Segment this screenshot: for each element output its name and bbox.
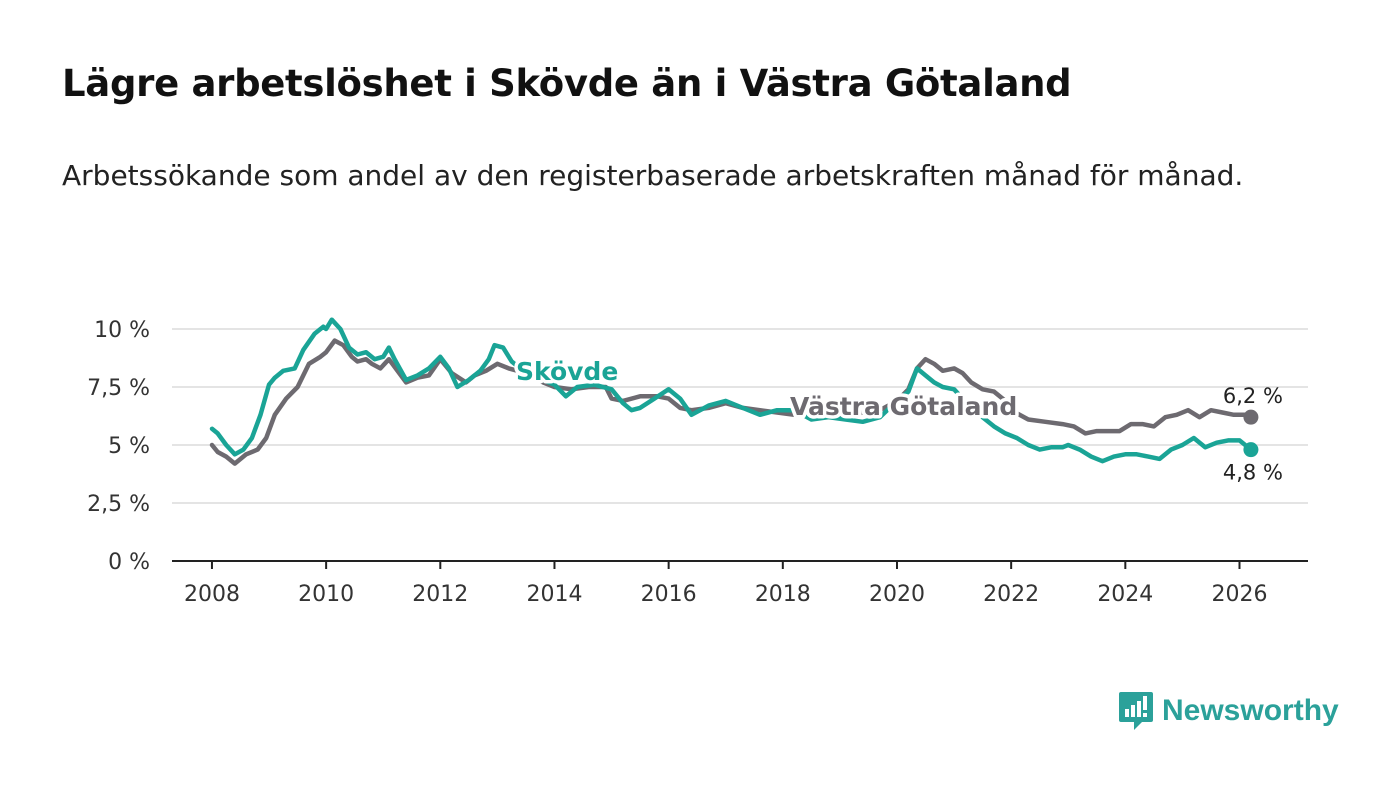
y-tick-label: 7,5 % [87, 376, 150, 401]
x-tick-label: 2008 [184, 582, 240, 607]
chart-subtitle: Arbetssökande som andel av den registerb… [62, 159, 1244, 192]
x-tick-label: 2012 [412, 582, 468, 607]
series-end-point [1243, 409, 1259, 425]
series-line-vastra-gotaland [209, 338, 1254, 466]
x-tick-label: 2026 [1211, 582, 1267, 607]
x-tick-label: 2020 [869, 582, 925, 607]
chart-title: Lägre arbetslöshet i Skövde än i Västra … [62, 62, 1072, 105]
x-tick-label: 2014 [526, 582, 582, 607]
series-label-skovde: Skövde [516, 357, 618, 386]
series-end-label: 4,8 % [1223, 461, 1283, 485]
y-tick-label: 0 % [108, 550, 150, 575]
x-tick-label: 2022 [983, 582, 1039, 607]
y-tick-label: 2,5 % [87, 492, 150, 517]
newsworthy-logo-icon [1119, 692, 1153, 730]
x-tick-label: 2024 [1097, 582, 1153, 607]
y-tick-label: 5 % [108, 434, 150, 459]
series-label-vastra-gotaland: Västra Götaland [790, 392, 1017, 421]
series-end-label: 6,2 % [1223, 384, 1283, 408]
x-tick-label: 2018 [755, 582, 811, 607]
newsworthy-logo-text: Newsworthy [1162, 694, 1339, 727]
y-tick-label: 10 % [94, 318, 150, 343]
series-end-point [1243, 442, 1259, 458]
x-tick-label: 2010 [298, 582, 354, 607]
newsworthy-logo[interactable]: Newsworthy [1118, 690, 1339, 732]
x-tick-label: 2016 [641, 582, 697, 607]
series-line-skovde [209, 317, 1254, 464]
